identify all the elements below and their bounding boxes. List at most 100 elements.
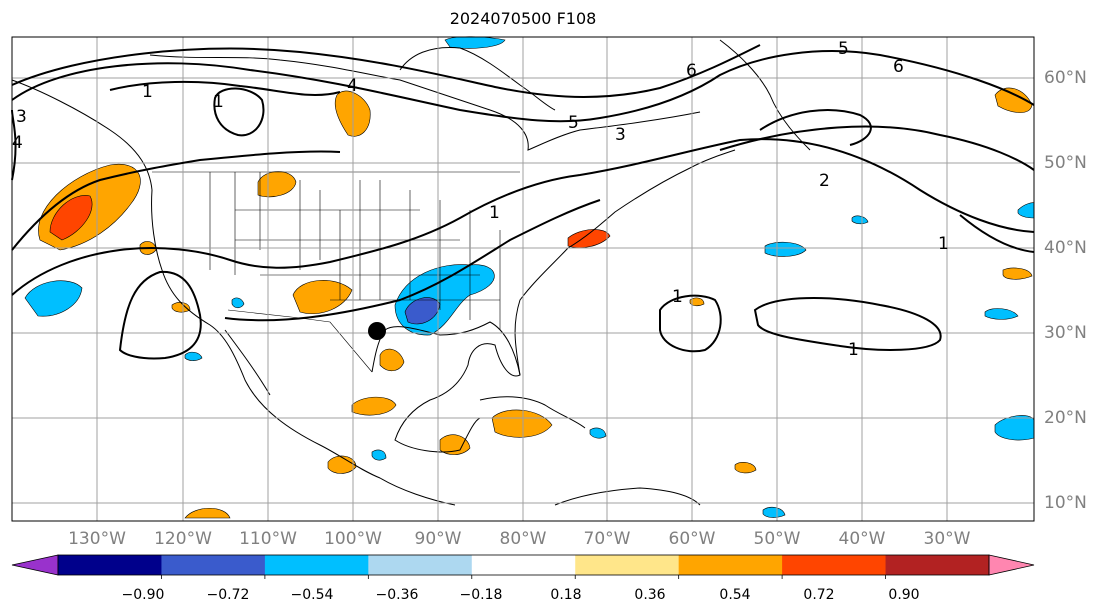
colorbar-tick-label: 0.18 (550, 587, 582, 603)
contour-line (719, 125, 1035, 171)
anomaly-fill (994, 87, 1033, 113)
anomaly-fill (24, 280, 83, 317)
contour-lines (11, 44, 1035, 360)
negative-anomaly-fills (24, 36, 1035, 518)
lon-label: 50°W (753, 529, 801, 549)
anomaly-fill (984, 308, 1019, 320)
contour-label: 4 (12, 133, 23, 153)
contour-label: 2 (819, 171, 830, 191)
colorbar-frame (57, 554, 990, 576)
positive-anomaly-fills (38, 87, 1033, 519)
lon-label: 120°W (154, 529, 212, 549)
anomaly-fill (589, 427, 607, 439)
contour-label: 6 (686, 61, 697, 81)
lat-label: 40°N (1044, 238, 1087, 258)
anomaly-fill (994, 415, 1035, 441)
anomaly-fill (184, 507, 231, 519)
anomaly-fill (351, 396, 397, 416)
coastline-canada-north (149, 54, 701, 151)
contour-line (213, 87, 265, 137)
lon-label: 40°W (838, 529, 886, 549)
colorbar-segment (161, 555, 266, 575)
coastline-south-america (554, 487, 701, 506)
colorbar-segment (368, 555, 473, 575)
contour-label: 1 (938, 234, 949, 254)
colorbar-segment (471, 555, 576, 575)
contour-label: 6 (893, 57, 904, 77)
coastline-gulf (371, 321, 521, 453)
lon-label: 70°W (583, 529, 631, 549)
colorbar-segment (575, 555, 680, 575)
border-us-mexico (227, 309, 373, 373)
lon-label: 100°W (324, 529, 382, 549)
coastlines (11, 39, 811, 506)
map-frame (11, 36, 1035, 522)
anomaly-fill (762, 506, 786, 518)
lat-label: 30°N (1044, 323, 1087, 343)
map-title: 2024070500 F108 (449, 9, 597, 28)
contour-line (11, 44, 761, 98)
lat-label: 60°N (1044, 68, 1087, 88)
anomaly-fill (379, 348, 405, 371)
colorbar-segment (678, 555, 783, 575)
anomaly-fill (371, 449, 387, 461)
colorbar-segment (264, 555, 369, 575)
contour-label: 3 (16, 107, 27, 127)
anomaly-fill-strong (49, 195, 93, 241)
contour-line (753, 297, 942, 351)
contour-label: 1 (142, 82, 153, 102)
contour-label: 1 (213, 92, 224, 112)
contour-label: 1 (489, 203, 500, 223)
contour-labels: 1 1 4 3 4 6 5 3 6 5 2 1 1 1 1 (12, 39, 949, 360)
contour-label: 1 (672, 287, 683, 307)
coastline-baja (224, 329, 271, 396)
contour-line (759, 109, 872, 146)
colorbar-segment (58, 555, 162, 575)
lon-label: 30°W (923, 529, 971, 549)
contour-line (11, 50, 1035, 123)
coastline-hudson-bay (399, 46, 556, 111)
anomaly-fill (1017, 202, 1035, 219)
anomaly-fill (567, 229, 611, 248)
anomaly-fill (257, 171, 297, 198)
contour-line (224, 199, 601, 322)
contour-line (109, 80, 341, 97)
anomaly-fill (292, 280, 353, 315)
coastline-greenland (719, 39, 811, 151)
contour-label: 5 (838, 39, 849, 59)
anomaly-fill (444, 36, 506, 49)
anomaly-fill (327, 455, 357, 474)
colorbar-tick-label: −0.36 (375, 587, 419, 603)
colorbar-tick-label: 0.36 (634, 587, 666, 603)
colorbar-tick-label: 0.72 (803, 587, 835, 603)
colorbar-tick-label: −0.72 (206, 587, 250, 603)
lat-label: 50°N (1044, 153, 1087, 173)
anomaly-fill (171, 301, 191, 313)
colorbar-tick-label: 0.54 (719, 587, 751, 603)
anomaly-fill (231, 297, 245, 309)
contour-line (959, 214, 1035, 253)
anomaly-fill (764, 241, 807, 257)
lon-label: 90°W (414, 529, 462, 549)
colorbar-tick-label: −0.18 (459, 587, 503, 603)
political-borders (152, 171, 520, 373)
lon-label: 110°W (239, 529, 297, 549)
contour-line (11, 138, 1035, 296)
colorbar (11, 554, 1035, 579)
colorbar-extend-min (11, 554, 59, 576)
anomaly-fill (851, 215, 869, 225)
contour-label: 1 (848, 340, 859, 360)
lat-label: 10°N (1044, 493, 1087, 513)
border-state (235, 209, 500, 301)
anomaly-fill (1002, 267, 1033, 280)
location-marker (368, 322, 386, 340)
colorbar-tick-label: −0.90 (121, 587, 165, 603)
anomaly-fill (734, 461, 757, 474)
contour-label: 3 (615, 125, 626, 145)
lon-label: 60°W (668, 529, 716, 549)
colorbar-tick-label: −0.54 (290, 587, 334, 603)
anomaly-fill (491, 409, 553, 438)
colorbar-extend-max (988, 554, 1035, 576)
coastline-north-america-west (11, 79, 456, 506)
